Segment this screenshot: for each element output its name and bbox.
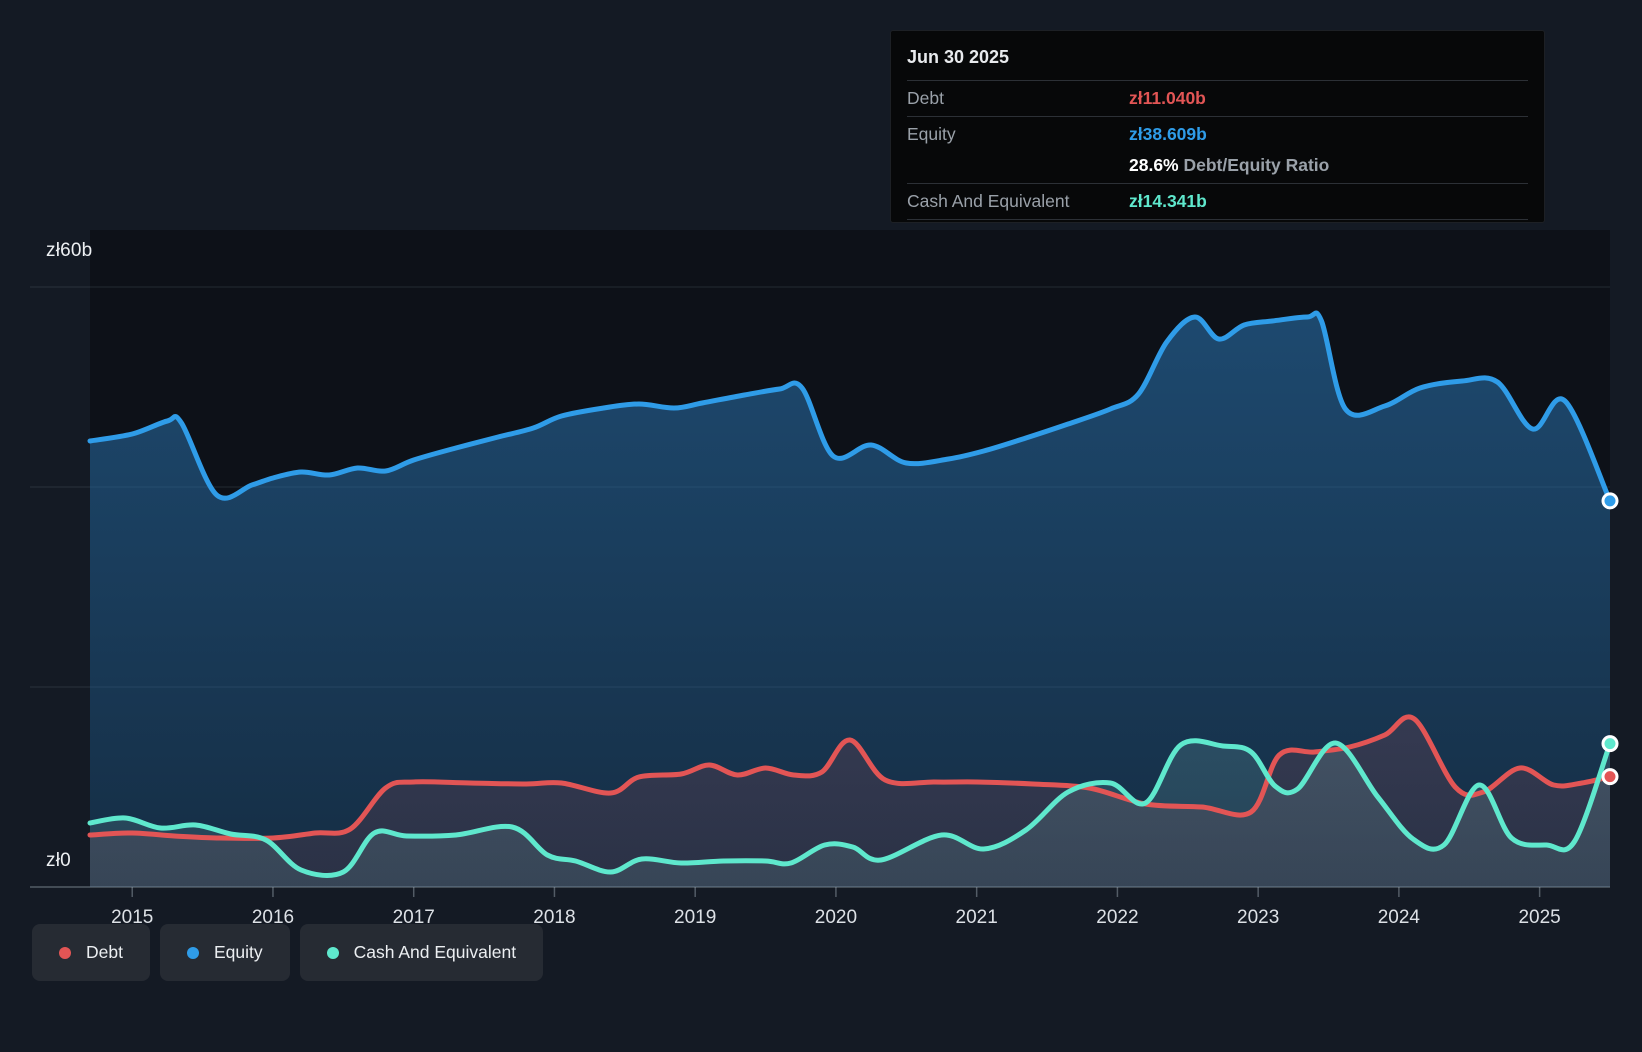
x-axis-label-2017: 2017 [393,907,435,928]
series-area-cash-and-equivalent [90,740,1610,887]
debt-color-dot-icon [59,946,71,959]
x-axis-label-2016: 2016 [252,907,294,928]
tooltip-cash-value: zł14.341b [1129,191,1207,211]
end-dot-cash-and-equivalent [1601,735,1619,753]
x-axis-label-2020: 2020 [815,907,857,928]
tooltip-cash-label: Cash And Equivalent [907,191,1070,211]
legend-item-equity[interactable]: Equity [159,924,290,981]
tooltip-cash-row: Cash And Equivalent zł14.341b [907,184,1528,220]
tooltip-equity-value: zł38.609b [1129,124,1207,144]
legend-equity-label: Equity [213,942,263,962]
x-axis-label-2023: 2023 [1237,907,1279,928]
series-area-equity [90,312,1610,887]
chart-tooltip: Jun 30 2025 Debt zł11.040b Equity zł38.6… [890,30,1545,223]
x-axis-label-2024: 2024 [1378,907,1421,928]
end-dot-debt [1601,768,1619,786]
tooltip-debt-row: Debt zł11.040b [907,81,1528,117]
tooltip-ratio-value: 28.6% [1129,155,1179,175]
y-axis-max-label: zł60b [46,240,93,261]
x-axis-label-2025: 2025 [1518,907,1560,928]
cash-color-dot-icon [326,946,339,959]
chart-legend: Debt Equity Cash And Equivalent [32,924,544,981]
legend-debt-label: Debt [86,942,123,962]
tooltip-ratio-label: Debt/Equity Ratio [1183,155,1330,175]
x-axis-label-2015: 2015 [111,907,153,928]
series-line-cash-and-equivalent [87,738,1613,878]
x-axis-label-2021: 2021 [956,907,998,928]
legend-item-cash[interactable]: Cash And Equivalent [299,924,544,981]
x-axis-label-2022: 2022 [1096,907,1138,928]
equity-color-dot-icon [186,946,199,959]
legend-cash-label: Cash And Equivalent [353,942,517,962]
y-axis-zero-label: zł0 [46,848,77,874]
tooltip-equity-label: Equity [907,124,956,144]
series-line-debt [87,714,1613,841]
legend-item-debt[interactable]: Debt [32,924,150,981]
x-axis-label-2019: 2019 [674,907,716,928]
x-axis-label-2018: 2018 [533,907,575,928]
tooltip-ratio-row: 28.6% Debt/Equity Ratio [907,148,1528,184]
tooltip-debt-value: zł11.040b [1129,88,1206,108]
end-dot-equity [1601,492,1619,510]
tooltip-date: Jun 30 2025 [907,37,1528,81]
tooltip-ratio: 28.6% Debt/Equity Ratio [1129,155,1528,176]
series-line-equity [87,310,1613,504]
tooltip-equity-row: Equity zł38.609b [907,117,1528,148]
tooltip-debt-label: Debt [907,88,944,108]
